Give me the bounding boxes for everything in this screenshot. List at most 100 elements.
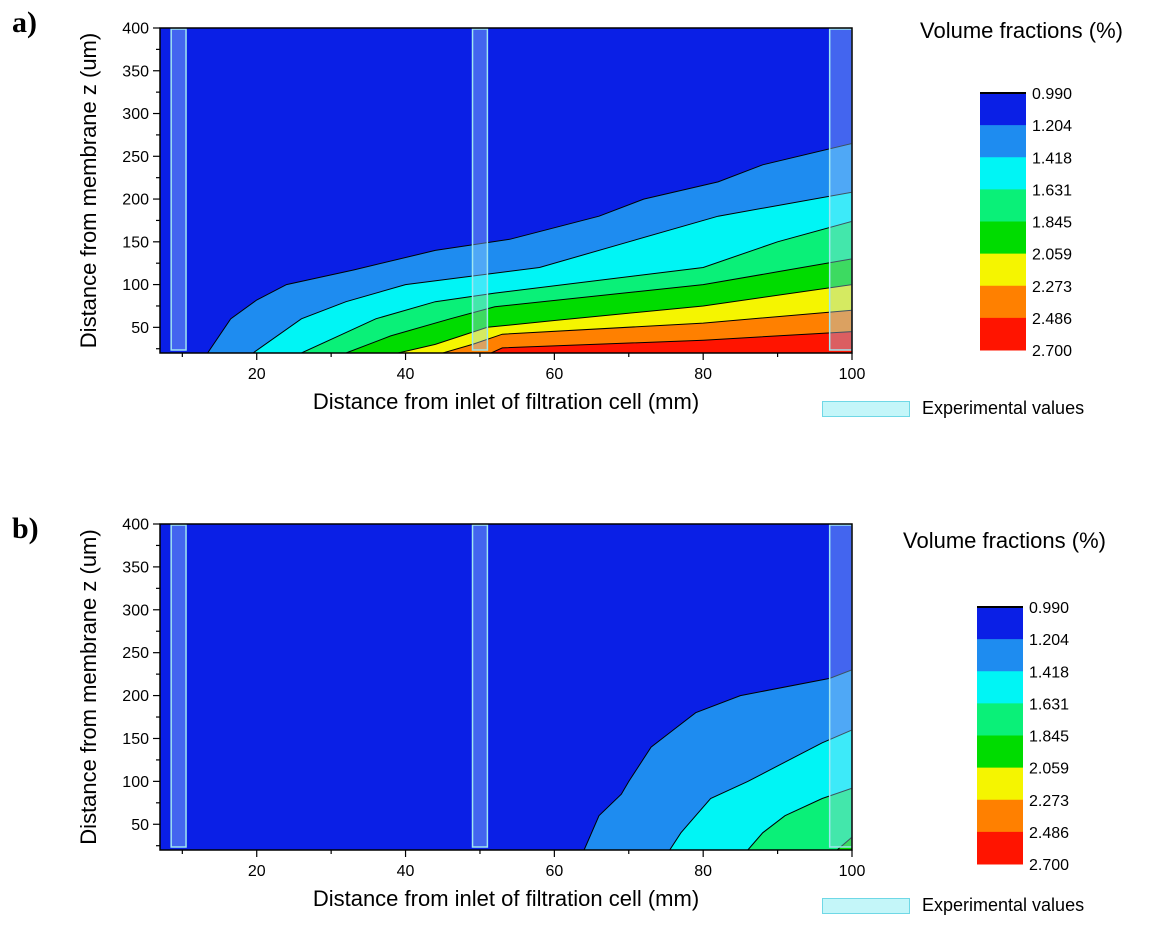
colorbar-swatch-2 bbox=[977, 671, 1023, 704]
colorbar-level-label: 1.845 bbox=[1029, 729, 1069, 746]
contour-line-2.059 bbox=[398, 285, 852, 353]
colorbar-swatch-3 bbox=[977, 703, 1023, 736]
colorbar-swatch-4 bbox=[980, 222, 1026, 255]
colorbar-swatch-3 bbox=[980, 189, 1026, 222]
contour-line-2.486 bbox=[491, 332, 852, 353]
y-tick-label: 200 bbox=[122, 688, 149, 705]
x-axis-label: Distance from inlet of filtration cell (… bbox=[313, 886, 699, 911]
plot-frame bbox=[160, 28, 852, 353]
colorbar-swatch-5 bbox=[977, 768, 1023, 801]
colorbar-level-label: 2.273 bbox=[1032, 279, 1072, 296]
y-tick-label: 100 bbox=[122, 774, 149, 791]
colorbar-swatch-1 bbox=[977, 639, 1023, 672]
colorbar-level-label: 1.631 bbox=[1029, 696, 1069, 713]
contour-line-1.418 bbox=[253, 192, 852, 353]
panel-a-label: a) bbox=[12, 6, 37, 40]
colorbar-level-label: 2.486 bbox=[1029, 825, 1069, 842]
y-tick-label: 300 bbox=[122, 106, 149, 123]
contour-line-1.204 bbox=[584, 670, 852, 850]
y-tick-label: 50 bbox=[131, 320, 149, 337]
experimental-band-0 bbox=[171, 525, 186, 847]
contour-band-0 bbox=[160, 524, 852, 850]
colorbar-level-label: 0.990 bbox=[1032, 86, 1072, 103]
colorbar-level-label: 1.204 bbox=[1032, 118, 1072, 135]
contour-line-1.845 bbox=[837, 837, 852, 850]
contour-band-4 bbox=[837, 837, 856, 854]
colorbar-level-label: 2.059 bbox=[1029, 761, 1069, 778]
y-tick-label: 50 bbox=[131, 817, 149, 834]
colorbar-level-label: 2.273 bbox=[1029, 793, 1069, 810]
y-tick-label: 250 bbox=[122, 149, 149, 166]
contour-band-2 bbox=[253, 192, 856, 357]
x-tick-label: 80 bbox=[694, 863, 712, 880]
x-tick-label: 60 bbox=[545, 863, 563, 880]
colorbar-swatch-5 bbox=[980, 254, 1026, 287]
colorbar-level-label: 1.418 bbox=[1032, 150, 1072, 167]
panel-b-label: b) bbox=[12, 512, 39, 546]
colorbar-level-label: 1.845 bbox=[1032, 215, 1072, 232]
experimental-band-2 bbox=[830, 29, 852, 350]
y-tick-label: 350 bbox=[122, 559, 149, 576]
experimental-band-2 bbox=[830, 525, 852, 847]
colorbar-level-label: 1.631 bbox=[1032, 182, 1072, 199]
x-axis-label: Distance from inlet of filtration cell (… bbox=[313, 389, 699, 414]
contour-band-5 bbox=[398, 285, 856, 357]
colorbar-swatch-6 bbox=[980, 286, 1026, 319]
contour-line-1.845 bbox=[346, 259, 852, 353]
colorbar-swatch-6 bbox=[977, 800, 1023, 833]
contour-band-6 bbox=[443, 310, 856, 357]
contour-line-1.631 bbox=[748, 788, 852, 850]
colorbar-level-label: 1.418 bbox=[1029, 664, 1069, 681]
contour-band-2 bbox=[670, 730, 856, 854]
colorbar-swatch-4 bbox=[977, 736, 1023, 769]
colorbar-swatch-7 bbox=[977, 832, 1023, 865]
experimental-legend-label: Experimental values bbox=[922, 398, 1084, 419]
colorbar-level-label: 2.700 bbox=[1032, 343, 1072, 360]
contour-band-1 bbox=[584, 670, 856, 854]
experimental-band-1 bbox=[473, 29, 488, 350]
experimental-band-1 bbox=[473, 525, 488, 847]
y-tick-label: 100 bbox=[122, 277, 149, 294]
y-tick-label: 400 bbox=[122, 21, 149, 38]
experimental-swatch-icon bbox=[822, 401, 910, 417]
colorbar-swatch-0 bbox=[980, 93, 1026, 126]
experimental-legend-a: Experimental values bbox=[822, 398, 1084, 419]
colorbar-level-label: 1.204 bbox=[1029, 632, 1069, 649]
plot-frame bbox=[160, 524, 852, 850]
colorbar-swatch-2 bbox=[980, 157, 1026, 190]
contour-band-3 bbox=[301, 221, 856, 357]
x-tick-label: 20 bbox=[248, 366, 266, 383]
x-tick-label: 80 bbox=[694, 366, 712, 383]
y-tick-label: 350 bbox=[122, 63, 149, 80]
experimental-band-0 bbox=[171, 29, 186, 350]
contour-line-1.631 bbox=[301, 221, 852, 353]
y-tick-label: 150 bbox=[122, 234, 149, 251]
x-tick-label: 60 bbox=[545, 366, 563, 383]
contour-line-2.273 bbox=[443, 310, 852, 353]
contour-band-3 bbox=[748, 788, 856, 854]
contour-band-0 bbox=[160, 28, 852, 353]
x-tick-label: 40 bbox=[397, 366, 415, 383]
x-tick-label: 100 bbox=[839, 366, 866, 383]
contour-band-7 bbox=[491, 332, 856, 357]
colorbar-title-a: Volume fractions (%) bbox=[920, 18, 1123, 44]
y-axis-label: Distance from membrane z (um) bbox=[76, 529, 101, 844]
colorbar-swatch-0 bbox=[977, 607, 1023, 640]
experimental-legend-label: Experimental values bbox=[922, 895, 1084, 916]
colorbar-level-label: 2.700 bbox=[1029, 857, 1069, 874]
contour-line-1.204 bbox=[208, 144, 852, 354]
y-tick-label: 200 bbox=[122, 192, 149, 209]
colorbar-swatch-1 bbox=[980, 125, 1026, 158]
y-tick-label: 300 bbox=[122, 602, 149, 619]
x-tick-label: 40 bbox=[397, 863, 415, 880]
colorbar-title-b: Volume fractions (%) bbox=[903, 528, 1106, 554]
y-tick-label: 400 bbox=[122, 517, 149, 534]
colorbar-level-label: 0.990 bbox=[1029, 600, 1069, 617]
x-tick-label: 100 bbox=[839, 863, 866, 880]
experimental-swatch-icon bbox=[822, 898, 910, 914]
colorbar-level-label: 2.059 bbox=[1032, 247, 1072, 264]
y-axis-label: Distance from membrane z (um) bbox=[76, 33, 101, 348]
contour-band-1 bbox=[208, 144, 856, 358]
